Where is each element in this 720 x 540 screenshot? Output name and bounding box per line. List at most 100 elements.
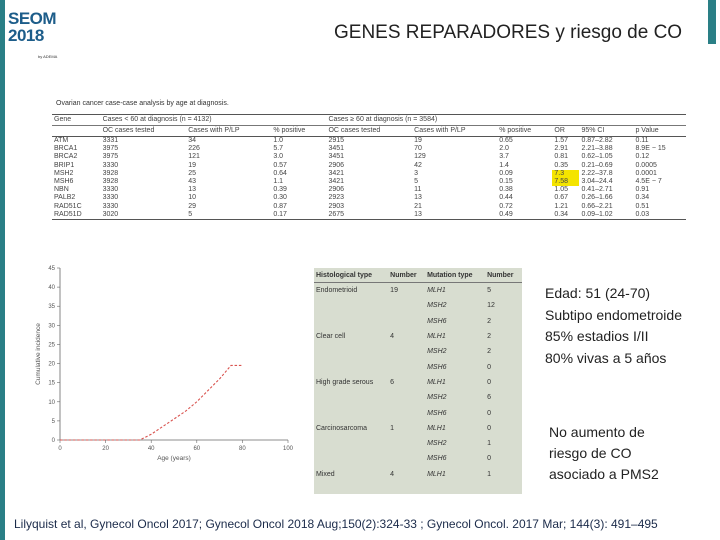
histology-row: Endometrioid 19 MLH1 5 (314, 283, 522, 299)
table-row: ATM 3331 34 1.0 2915 19 0.65 1.57 0.87–2.82 0.11 (52, 137, 686, 146)
value-cell: 7.3 (552, 169, 580, 179)
logo-line-2: 2018 (8, 26, 44, 45)
histology-row: Mixed 4 MLH1 1 (314, 467, 522, 482)
value-cell: 2.22–37.8 (581, 169, 613, 177)
value-cell: 1.21 (554, 202, 568, 210)
histology-cell: Clear cell (316, 333, 346, 341)
table-row: NBN 3330 13 0.39 2906 11 0.38 1.05 0.41–2.71 0.91 (52, 186, 686, 194)
histology-cell: 6 (487, 394, 491, 402)
value-cell: 0.15 (499, 178, 513, 186)
value-cell: 3330 (102, 161, 119, 169)
value-cell: 2923 (328, 194, 345, 202)
value-cell: 43 (188, 178, 197, 186)
value-cell: 3451 (328, 153, 345, 161)
histology-cell: 4 (390, 333, 395, 341)
value-cell: 3331 (102, 137, 119, 144)
y-tick-label: 25 (48, 342, 55, 348)
histology-cell (388, 405, 425, 420)
x-tick-label: 100 (283, 446, 294, 452)
header-col: Cases with P/LP (412, 125, 498, 137)
value-cell: 3.7 (499, 153, 509, 161)
value-cell: 0.09–1.02 (579, 210, 634, 221)
group-left-header: Cases < 60 at diagnosis (n = 4132) (100, 114, 327, 126)
header-col: OC cases tested (326, 125, 413, 137)
gene-cell: ATM (54, 137, 69, 144)
histology-cell: 1 (487, 470, 491, 478)
value-cell: 2906 (328, 161, 345, 169)
note-line: asociado a PMS2 (549, 466, 659, 482)
value-cell: 0.12 (635, 153, 650, 161)
value-cell: 25 (188, 169, 197, 177)
histology-header: Histological type Number Mutation type N… (314, 268, 522, 283)
y-tick-label: 35 (48, 304, 55, 310)
gene-cell: MSH6 (54, 178, 74, 186)
summary-line: Edad: 51 (24-70) (545, 285, 651, 301)
value-cell: 0.65 (499, 137, 513, 144)
table-caption: Ovarian cancer case-case analysis by age… (56, 100, 229, 107)
histology-cell (314, 344, 388, 359)
case-case-table: Gene Cases < 60 at diagnosis (n = 4132) … (52, 114, 686, 221)
header-col: % positive (271, 125, 327, 137)
value-cell: 13 (414, 194, 422, 202)
group-right-header: Cases ≥ 60 at diagnosis (n = 3584) (326, 114, 686, 126)
histology-cell: 0 (487, 424, 491, 432)
histology-cell (314, 405, 388, 420)
histology-cell (314, 436, 388, 451)
histology-panel: Histological type Number Mutation type N… (314, 268, 522, 494)
histology-row: MSH6 0 (314, 451, 522, 466)
value-cell: 5 (414, 178, 419, 186)
histology-cell: 6 (390, 378, 395, 386)
gene-cell: BRCA1 (54, 145, 78, 153)
histology-row: Clear cell 4 MLH1 2 (314, 329, 522, 344)
histology-cell (314, 298, 388, 313)
value-cell: 42 (414, 161, 422, 169)
value-cell: 7.58 (552, 178, 580, 187)
value-cell: 0.66–2.21 (581, 202, 613, 210)
histology-cell (388, 436, 425, 451)
y-tick-label: 30 (48, 323, 55, 329)
value-cell: 1.0 (273, 137, 284, 144)
logo-line-3: by ADEMA (38, 54, 58, 59)
value-cell: 3975 (102, 153, 119, 161)
value-cell: 2.21–3.88 (581, 145, 613, 153)
header-col: p Value (633, 125, 686, 137)
histology-cell (388, 298, 425, 313)
table-row: BRCA2 3975 121 3.0 3451 129 3.7 0.81 0.62–1.05 0.… (52, 153, 686, 161)
histology-cell: MSH2 (427, 302, 447, 310)
value-cell: 0.03 (633, 210, 686, 221)
histology-cell: 4 (390, 470, 395, 478)
y-tick-label: 10 (48, 400, 55, 406)
histology-cell: 0 (487, 409, 491, 417)
value-cell: 0.87–2.82 (581, 137, 613, 144)
value-cell: 1.05 (554, 186, 568, 194)
table-column-header: OC cases tested Cases with P/LP % positi… (52, 125, 686, 137)
note-line: riesgo de CO (549, 445, 632, 461)
table-row: BRCA1 3975 226 5.7 3451 70 2.0 2.91 2.21–3.88 8.9… (52, 145, 686, 153)
value-cell: 3330 (102, 194, 119, 202)
hist-header: Number (388, 268, 426, 283)
value-cell: 0.81 (554, 153, 568, 161)
table-row: MSH6 3928 43 1.1 3421 5 0.15 7.58 3.04–24.4 4.5E … (52, 178, 686, 187)
histology-cell (314, 390, 388, 405)
value-cell: 2906 (328, 186, 345, 194)
value-cell: 3928 (102, 178, 119, 186)
gene-cell: MSH2 (54, 169, 74, 177)
gene-cell: BRIP1 (54, 161, 75, 169)
value-cell: 0.41–2.71 (581, 186, 613, 194)
value-cell: 0.0005 (635, 161, 657, 169)
value-cell: 0.39 (273, 186, 287, 194)
value-cell: 8.9E − 15 (635, 145, 666, 153)
y-axis-label: Cumulative incidence (35, 323, 42, 385)
value-cell: 5 (186, 210, 272, 221)
value-cell: 34 (188, 137, 197, 144)
value-cell: 0.64 (273, 169, 287, 177)
histology-cell: 0 (487, 363, 491, 371)
gene-cell: RAD51C (54, 202, 82, 210)
value-cell: 0.51 (635, 202, 650, 210)
value-cell: 19 (188, 161, 197, 169)
value-cell: 5.7 (273, 145, 284, 153)
value-cell: 0.87 (273, 202, 287, 210)
histology-row: MSH6 0 (314, 405, 522, 420)
histology-cell: 5 (487, 287, 491, 295)
value-cell: 70 (414, 145, 422, 153)
